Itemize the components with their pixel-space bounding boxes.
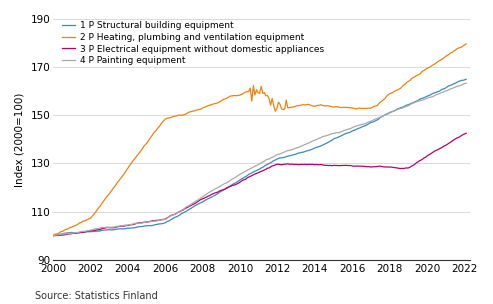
1 P Structural building equipment (463, 77, 469, 81)
2 P Heating, plumbing and ventilation equipment (438, 58, 444, 62)
1 P Structural building equipment (232, 181, 238, 185)
3 P Electrical equipment without domestic appliances (52, 234, 58, 237)
4 P Painting equipment (365, 121, 371, 124)
4 P Painting equipment (302, 143, 308, 146)
1 P Structural building equipment (302, 150, 308, 153)
1 P Structural building equipment (365, 123, 371, 126)
3 P Electrical equipment without domestic appliances (217, 189, 223, 192)
3 P Electrical equipment without domestic appliances (304, 163, 310, 166)
4 P Painting equipment (216, 185, 222, 189)
1 P Structural building equipment (50, 234, 56, 237)
Text: Source: Statistics Finland: Source: Statistics Finland (35, 291, 157, 301)
3 P Electrical equipment without domestic appliances (50, 234, 56, 237)
2 P Heating, plumbing and ventilation equipment (232, 94, 238, 97)
2 P Heating, plumbing and ventilation equipment (463, 42, 469, 46)
Line: 2 P Heating, plumbing and ventilation equipment: 2 P Heating, plumbing and ventilation eq… (53, 44, 466, 236)
1 P Structural building equipment (216, 191, 222, 194)
2 P Heating, plumbing and ventilation equipment (50, 234, 56, 237)
4 P Painting equipment (232, 176, 238, 180)
2 P Heating, plumbing and ventilation equipment (433, 61, 439, 64)
2 P Heating, plumbing and ventilation equipment (216, 100, 222, 104)
2 P Heating, plumbing and ventilation equipment (365, 106, 371, 110)
Y-axis label: Index (2000=100): Index (2000=100) (15, 92, 25, 187)
4 P Painting equipment (50, 234, 56, 237)
4 P Painting equipment (463, 81, 469, 85)
4 P Painting equipment (433, 93, 439, 96)
3 P Electrical equipment without domestic appliances (366, 165, 372, 168)
Legend: 1 P Structural building equipment, 2 P Heating, plumbing and ventilation equipme: 1 P Structural building equipment, 2 P H… (62, 21, 324, 65)
3 P Electrical equipment without domestic appliances (463, 131, 469, 135)
3 P Electrical equipment without domestic appliances (233, 182, 239, 186)
Line: 4 P Painting equipment: 4 P Painting equipment (53, 83, 466, 236)
1 P Structural building equipment (438, 88, 444, 92)
3 P Electrical equipment without domestic appliances (435, 148, 441, 151)
2 P Heating, plumbing and ventilation equipment (302, 103, 308, 107)
4 P Painting equipment (438, 91, 444, 95)
Line: 1 P Structural building equipment: 1 P Structural building equipment (53, 79, 466, 236)
Line: 3 P Electrical equipment without domestic appliances: 3 P Electrical equipment without domesti… (53, 133, 466, 236)
1 P Structural building equipment (433, 90, 439, 94)
3 P Electrical equipment without domestic appliances (440, 145, 446, 149)
